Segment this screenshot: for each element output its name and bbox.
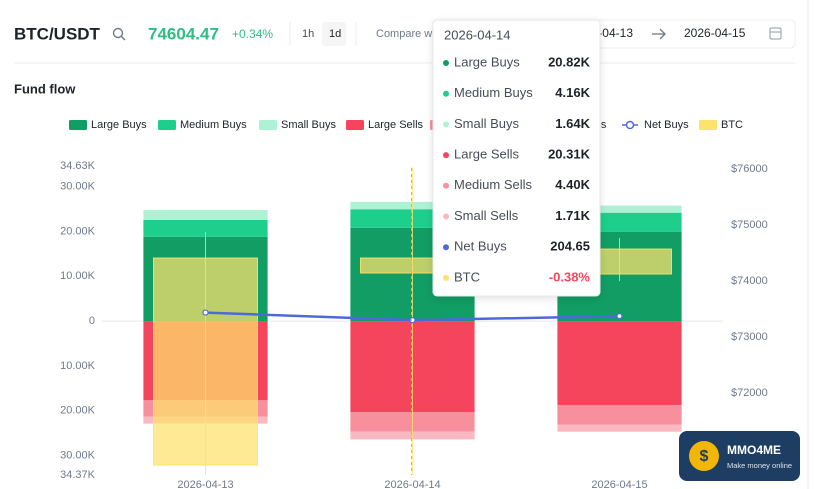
net-point	[616, 313, 623, 320]
y-tick-label: 30.00K	[60, 181, 96, 193]
x-tick-label: 2026-04-13	[177, 479, 233, 489]
y-tick-label: 20.00K	[60, 405, 96, 417]
y-tick-label: 30.00K	[60, 449, 96, 461]
bar	[557, 424, 682, 432]
x-tick-label: 2026-04-14	[384, 479, 440, 489]
tooltip-dot	[443, 152, 449, 159]
tooltip-name: Small Sells	[454, 208, 519, 223]
y2-tick-label: $72000	[731, 387, 768, 399]
legend-label: Large Buys	[91, 119, 147, 131]
tooltip-name: Large Buys	[454, 54, 520, 69]
badge-tagline: Make money online	[727, 461, 792, 470]
tooltip: 2026-04-14 Large Buys 20.82K Medium Buys 4.1…	[432, 19, 601, 297]
tooltip-value: -0.38%	[549, 269, 591, 284]
y-tick-label: 10.00K	[60, 360, 96, 372]
tooltip-name: Net Buys	[454, 239, 507, 254]
tooltip-name: Small Buys	[454, 116, 520, 131]
legend-swatch	[69, 120, 87, 130]
tooltip-value: 20.31K	[548, 147, 591, 162]
legend-label: Small Buys	[281, 119, 337, 131]
legend-icon	[625, 120, 635, 130]
date-to[interactable]: 2026-04-15	[684, 26, 746, 40]
x-tick-label: 2026-04-15	[591, 479, 647, 489]
tooltip-value: 204.65	[550, 239, 590, 254]
calendar-icon[interactable]	[769, 27, 782, 40]
candle-body	[153, 257, 258, 466]
bar	[557, 405, 682, 425]
section-title: Fund flow	[14, 81, 76, 96]
tooltip-name: BTC	[454, 269, 480, 284]
tooltip-box	[432, 19, 601, 297]
net-point	[409, 317, 416, 324]
badge-logo-glyph: $	[700, 448, 709, 465]
tooltip-dot	[443, 121, 449, 128]
tooltip-value: 20.82K	[548, 54, 591, 69]
bar	[143, 210, 268, 220]
arrow-icon	[652, 28, 666, 40]
legend-swatch	[158, 120, 176, 130]
price-change: +0.34%	[232, 27, 273, 41]
y-tick-label: 0	[89, 315, 95, 327]
compare-select[interactable]: Compare with	[376, 28, 444, 40]
bar	[143, 219, 268, 237]
tooltip-value: 1.71K	[555, 208, 590, 223]
tooltip-name: Medium Sells	[454, 177, 533, 192]
tooltip-dot	[443, 182, 449, 189]
legend-label: Large Sells	[368, 119, 424, 131]
tooltip-dot	[443, 274, 449, 281]
legend-swatch	[346, 120, 364, 130]
legend-swatch	[699, 120, 717, 130]
search-icon[interactable]	[112, 27, 126, 41]
tooltip-value: 1.64K	[555, 116, 590, 131]
tooltip-title: 2026-04-14	[444, 27, 511, 42]
legend-label: Medium Buys	[180, 119, 247, 131]
tooltip-dot	[443, 244, 449, 251]
y-tick-label: 20.00K	[60, 225, 96, 237]
y2-tick-label: $75000	[731, 219, 768, 231]
legend-label: Net Buys	[644, 119, 689, 131]
badge-logo	[689, 441, 719, 471]
badge-title: MMO4ME	[727, 443, 781, 457]
interval-active-bg	[322, 22, 346, 46]
legend-swatch	[259, 120, 277, 130]
tooltip-dot	[443, 90, 449, 97]
tooltip-value: 4.40K	[555, 177, 590, 192]
net-point	[202, 309, 209, 316]
tooltip-name: Medium Buys	[454, 85, 533, 100]
tooltip-name: Large Sells	[454, 147, 520, 162]
interval-button[interactable]: 1d	[329, 28, 341, 40]
interval-button[interactable]: 1h	[302, 28, 314, 40]
y-tick-label: 34.63K	[60, 160, 96, 172]
bar	[557, 205, 682, 213]
price: 74604.47	[148, 24, 219, 43]
overlay: 2026-04-14 Large Buys 20.82K Medium Buys 4.1…	[432, 19, 800, 481]
tooltip-dot	[443, 213, 449, 220]
tooltip-value: 4.16K	[555, 85, 590, 100]
y2-tick-label: $73000	[731, 331, 768, 343]
tooltip-dot	[443, 60, 449, 66]
y2-tick-label: $76000	[731, 163, 768, 175]
y-tick-label: 34.37K	[60, 469, 96, 481]
bar	[557, 321, 682, 406]
legend-label: BTC	[721, 119, 743, 131]
symbol: BTC/USDT	[14, 24, 101, 43]
y2-tick-label: $74000	[731, 275, 768, 287]
y-tick-label: 10.00K	[60, 270, 96, 282]
